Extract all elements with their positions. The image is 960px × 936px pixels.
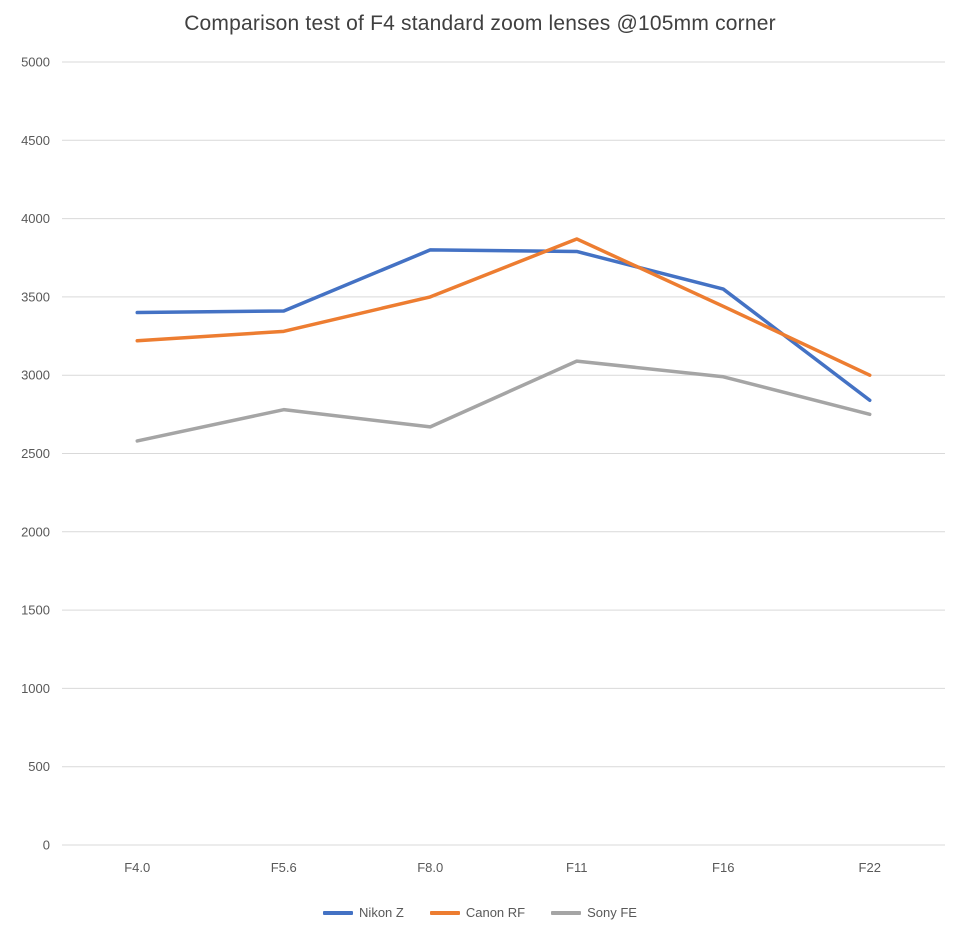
legend-line-swatch [551, 910, 582, 915]
legend-label: Sony FE [587, 905, 637, 920]
series-line-nikon-z [135, 248, 872, 403]
series-line-canon-rf [135, 237, 872, 377]
x-tick-label: F22 [859, 860, 881, 875]
y-tick-label: 3000 [21, 368, 50, 383]
legend-line-swatch [323, 910, 354, 915]
y-tick-label: 4500 [21, 133, 50, 148]
legend-item-sony-fe: Sony FE [551, 905, 637, 920]
legend-line-swatch [429, 910, 460, 915]
series-line-sony-fe [135, 359, 872, 443]
y-tick-label: 4000 [21, 211, 50, 226]
x-tick-label: F4.0 [124, 860, 150, 875]
legend-label: Nikon Z [359, 905, 404, 920]
y-tick-label: 500 [28, 759, 50, 774]
x-tick-label: F11 [566, 860, 587, 875]
y-tick-label: 0 [43, 838, 50, 853]
y-tick-label: 2000 [21, 524, 50, 539]
x-tick-label: F16 [712, 860, 734, 875]
y-tick-label: 2500 [21, 446, 50, 461]
x-tick-label: F8.0 [417, 860, 443, 875]
y-tick-label: 1000 [21, 681, 50, 696]
legend-item-canon-rf: Canon RF [429, 905, 526, 920]
chart-legend: Nikon Z Canon RF Sony FE [0, 905, 960, 920]
chart-title: Comparison test of F4 standard zoom lens… [184, 12, 776, 35]
legend-label: Canon RF [465, 905, 526, 920]
y-tick-label: 1500 [21, 603, 50, 618]
x-tick-label: F5.6 [271, 860, 297, 875]
legend-item-nikon-z: Nikon Z [323, 905, 404, 920]
y-tick-label: 3500 [21, 289, 50, 304]
y-tick-label: 5000 [21, 55, 50, 70]
